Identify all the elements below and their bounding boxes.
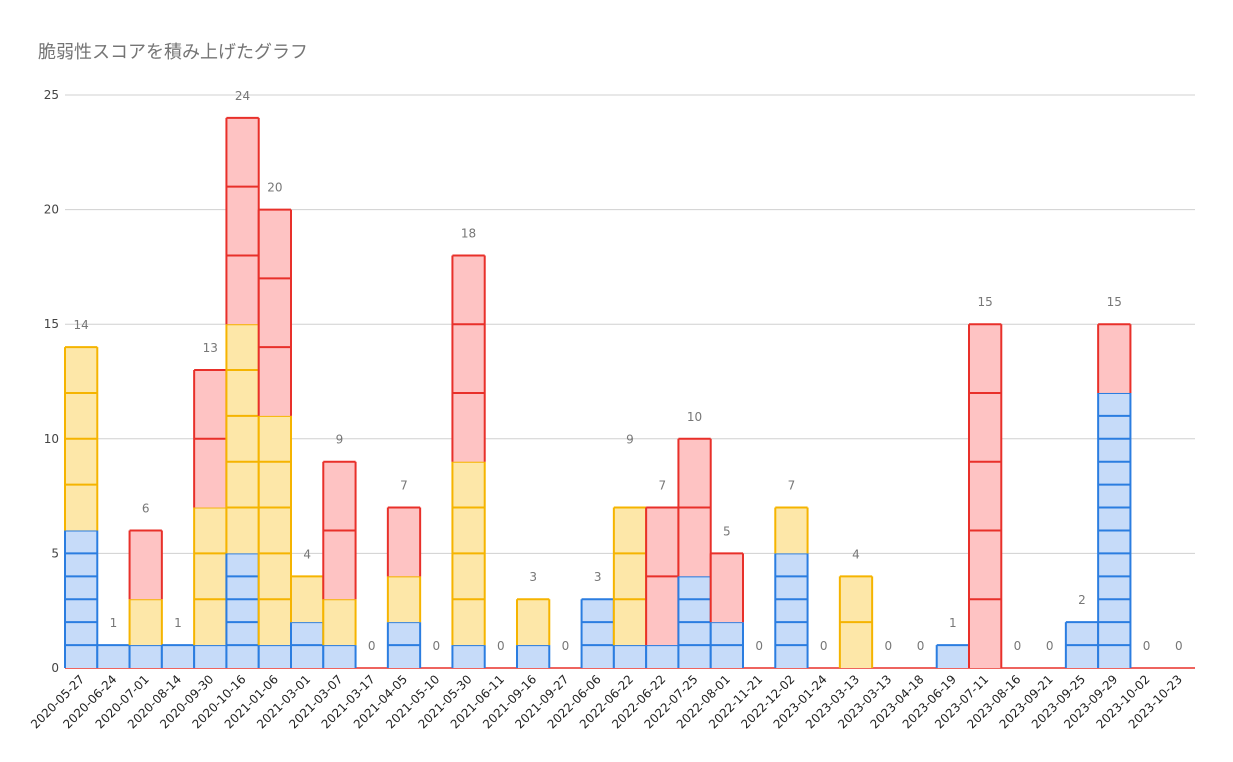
bar-segment-red bbox=[969, 324, 1002, 668]
bar-segment-yellow bbox=[517, 599, 550, 646]
data-label: 0 bbox=[1143, 639, 1151, 653]
bar-segment-blue bbox=[581, 599, 614, 668]
bar-segment-yellow bbox=[194, 507, 227, 646]
bar-segment-red bbox=[710, 553, 743, 623]
data-label: 7 bbox=[788, 479, 796, 493]
data-labels: 14 1 6 1 13 24 20 4 9 0 7 0 18 0 3 0 3 9 7 10 5 0 7 0 4 0 0 1 15 0 0 2 1… bbox=[74, 89, 1183, 653]
bar-segment-blue bbox=[161, 645, 195, 668]
y-tick-label: 0 bbox=[51, 661, 59, 675]
data-label: 0 bbox=[1046, 639, 1054, 653]
data-label: 2 bbox=[1078, 593, 1086, 607]
bar-segment-yellow bbox=[613, 507, 647, 646]
bar-segment-yellow bbox=[129, 599, 162, 646]
bars bbox=[64, 116, 1132, 668]
data-label: 9 bbox=[626, 433, 634, 447]
chart-title: 脆弱性スコアを積み上げたグラフ bbox=[38, 42, 308, 63]
data-label: 13 bbox=[203, 341, 218, 355]
data-label: 3 bbox=[529, 570, 537, 584]
bar-segment-blue bbox=[646, 645, 679, 668]
bar-segment-blue bbox=[129, 645, 162, 668]
data-label: 18 bbox=[461, 226, 476, 240]
data-label: 0 bbox=[917, 639, 925, 653]
bar-segment-blue bbox=[194, 645, 227, 668]
bar-segment-yellow bbox=[323, 599, 356, 646]
bar-segment-red bbox=[1098, 324, 1131, 393]
data-label: 0 bbox=[820, 639, 828, 653]
data-label: 24 bbox=[235, 89, 250, 103]
data-label: 15 bbox=[978, 295, 993, 309]
bar-segment-blue bbox=[775, 553, 808, 668]
data-label: 20 bbox=[267, 181, 282, 195]
bar-segment-yellow bbox=[258, 415, 291, 646]
bar-segment-yellow bbox=[226, 324, 259, 554]
y-tick-label: 15 bbox=[44, 317, 59, 331]
bar-segment-blue bbox=[613, 645, 647, 668]
data-label: 0 bbox=[368, 639, 376, 653]
data-label: 0 bbox=[884, 639, 892, 653]
data-label: 0 bbox=[755, 639, 763, 653]
y-axis: 0 5 10 15 20 25 bbox=[44, 88, 59, 675]
data-label: 0 bbox=[1175, 639, 1183, 653]
y-tick-label: 5 bbox=[51, 546, 59, 560]
data-label: 0 bbox=[1014, 639, 1022, 653]
data-label: 0 bbox=[432, 639, 440, 653]
bar-segment-yellow bbox=[291, 576, 324, 623]
data-label: 0 bbox=[497, 639, 505, 653]
data-label: 7 bbox=[400, 479, 408, 493]
bar-segment-blue bbox=[936, 645, 969, 668]
bar-segment-red bbox=[226, 117, 259, 325]
data-label: 14 bbox=[74, 318, 89, 332]
y-tick-label: 25 bbox=[44, 88, 59, 102]
x-axis: 2020-05-272020-06-242020-07-012020-08-14… bbox=[28, 672, 1185, 731]
data-label: 6 bbox=[142, 501, 150, 515]
bar-segment-red bbox=[258, 209, 291, 416]
y-tick-label: 10 bbox=[44, 432, 59, 446]
bar-segment-yellow bbox=[775, 507, 808, 554]
data-label: 0 bbox=[562, 639, 570, 653]
data-label: 9 bbox=[336, 433, 344, 447]
bar-segment-blue bbox=[452, 645, 485, 668]
data-label: 4 bbox=[303, 547, 311, 561]
data-label: 1 bbox=[174, 616, 182, 630]
bar-segment-red bbox=[387, 507, 421, 577]
data-label: 4 bbox=[852, 547, 860, 561]
data-label: 15 bbox=[1107, 295, 1122, 309]
y-tick-label: 20 bbox=[44, 203, 59, 217]
bar-segment-blue bbox=[517, 645, 550, 668]
data-label: 7 bbox=[658, 479, 666, 493]
bar-segment-red bbox=[129, 530, 162, 600]
data-label: 1 bbox=[110, 616, 118, 630]
data-label: 10 bbox=[687, 410, 702, 424]
bar-segment-blue bbox=[258, 645, 291, 668]
data-label: 1 bbox=[949, 616, 957, 630]
data-label: 3 bbox=[594, 570, 602, 584]
bar-segment-blue bbox=[323, 645, 356, 668]
bar-segment-blue bbox=[226, 553, 259, 668]
data-label: 5 bbox=[723, 524, 731, 538]
bar-segment-blue bbox=[97, 645, 130, 668]
bar-segment-yellow bbox=[387, 576, 421, 623]
bar-segment-red bbox=[452, 255, 485, 462]
